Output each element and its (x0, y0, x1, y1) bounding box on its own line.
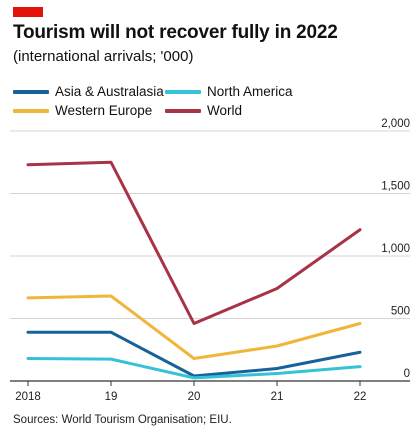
x-tick-label: 2018 (15, 391, 41, 403)
legend-label-asia: Asia & Australasia (55, 84, 164, 99)
legend-item-world: World (165, 103, 242, 118)
legend-swatch-western-europe (13, 108, 49, 113)
series-line-1 (26, 357, 362, 380)
series-line-2 (26, 294, 362, 360)
series-line-3 (26, 160, 362, 325)
legend-label-north-america: North America (207, 84, 293, 99)
x-tick-label: 19 (105, 391, 118, 403)
chart-title: Tourism will not recover fully in 2022 (13, 22, 338, 43)
legend-item-north-america: North America (165, 84, 293, 99)
brand-red-tag (13, 7, 43, 17)
y-tick-label: 1,500 (381, 181, 410, 193)
x-tick-label: 20 (188, 391, 201, 403)
legend-label-world: World (207, 103, 243, 118)
x-tick-label: 21 (271, 391, 284, 403)
legend-swatch-world (165, 108, 201, 113)
y-tick-label: 1,000 (381, 243, 410, 255)
legend-item-asia: Asia & Australasia (13, 84, 164, 99)
legend-swatch-asia (13, 89, 49, 94)
y-tick-label: 0 (404, 368, 410, 380)
y-tick-label: 500 (391, 306, 410, 318)
series-line-0 (26, 330, 362, 378)
x-tick-label: 22 (354, 391, 367, 403)
y-tick-label: 2,000 (381, 118, 410, 130)
legend-label-western-europe: Western Europe (55, 103, 153, 118)
chart-subtitle: (international arrivals; '000) (13, 48, 194, 65)
legend-item-western-europe: Western Europe (13, 103, 152, 118)
legend-swatch-north-america (165, 89, 201, 94)
chart-source: Sources: World Tourism Organisation; EIU… (13, 414, 232, 426)
chart-legend: Asia & Australasia North America Western… (13, 84, 313, 124)
